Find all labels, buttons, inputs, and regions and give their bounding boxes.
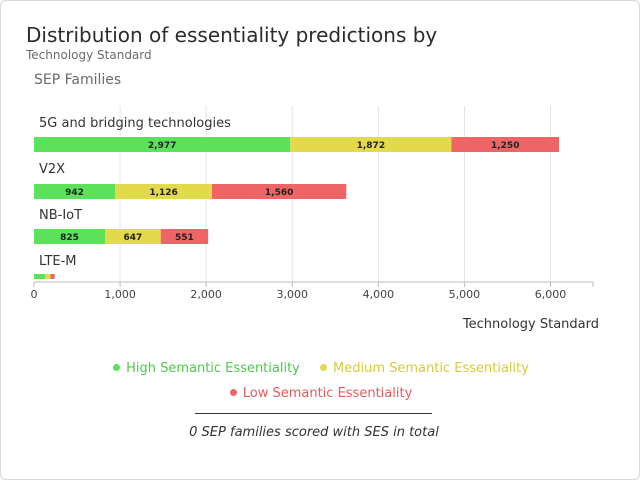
legend-item-low[interactable]: Low Semantic Essentiality	[229, 386, 413, 401]
legend-label-high: High Semantic Essentiality	[126, 361, 300, 376]
legend-dot-high	[113, 364, 121, 371]
bar-segment	[34, 137, 291, 152]
data-label: 1,560	[265, 188, 293, 198]
x-axis-label: Technology Standard	[462, 317, 599, 332]
bar-segment	[212, 184, 347, 199]
footer-note: 0 SEP families scored with SES in total	[189, 425, 439, 440]
bar-segment	[34, 229, 106, 244]
y-axis-label: SEP Families	[34, 72, 122, 88]
data-label: 825	[60, 233, 79, 243]
x-tick-label: 5,000	[449, 288, 481, 301]
footer-divider	[195, 413, 432, 414]
legend-label-medium: Medium Semantic Essentiality	[333, 361, 529, 376]
legend-label-low: Low Semantic Essentiality	[242, 386, 413, 401]
category-label: NB-IoT	[39, 208, 82, 223]
category-label: LTE-M	[39, 254, 77, 269]
bar-segment	[45, 274, 51, 279]
legend-dot-medium	[320, 364, 328, 371]
bar-segment	[34, 274, 46, 279]
legend-row: Low Semantic Essentiality	[1, 386, 639, 401]
x-tick-label: 2,000	[190, 288, 222, 301]
bar-segment	[50, 274, 55, 279]
data-label: 1,126	[149, 188, 177, 198]
data-label: 551	[175, 233, 194, 243]
bar-segment	[115, 184, 213, 199]
legend-item-high[interactable]: High Semantic Essentiality	[113, 361, 300, 376]
category-label: V2X	[39, 162, 65, 177]
x-tick-label: 0	[31, 288, 38, 301]
bar-segment	[105, 229, 161, 244]
chart-subtitle: Technology Standard	[26, 48, 152, 62]
data-label: 2,977	[148, 141, 176, 151]
bar-segment	[290, 137, 452, 152]
data-label: 942	[65, 188, 84, 198]
category-label: 5G and bridging technologies	[39, 116, 231, 131]
legend-row: High Semantic Essentiality Medium Semant…	[1, 361, 639, 376]
chart-title: Distribution of essentiality predictions…	[26, 23, 438, 47]
bar-segment	[160, 229, 209, 244]
legend-item-medium[interactable]: Medium Semantic Essentiality	[320, 361, 529, 376]
x-tick-label: 6,000	[535, 288, 567, 301]
bar-segment	[34, 184, 116, 199]
bar-chart: 0 1,000 2,000 3,000 4,000 5,000 6,000 5G and br…	[31, 106, 594, 301]
data-label: 1,250	[491, 141, 519, 151]
x-tick-label: 4,000	[363, 288, 395, 301]
bar-segment	[451, 137, 560, 152]
x-tick-label: 1,000	[104, 288, 136, 301]
data-label: 1,872	[357, 141, 385, 151]
data-label: 647	[123, 233, 142, 243]
legend-dot-low	[229, 389, 237, 396]
x-tick-label: 3,000	[277, 288, 309, 301]
